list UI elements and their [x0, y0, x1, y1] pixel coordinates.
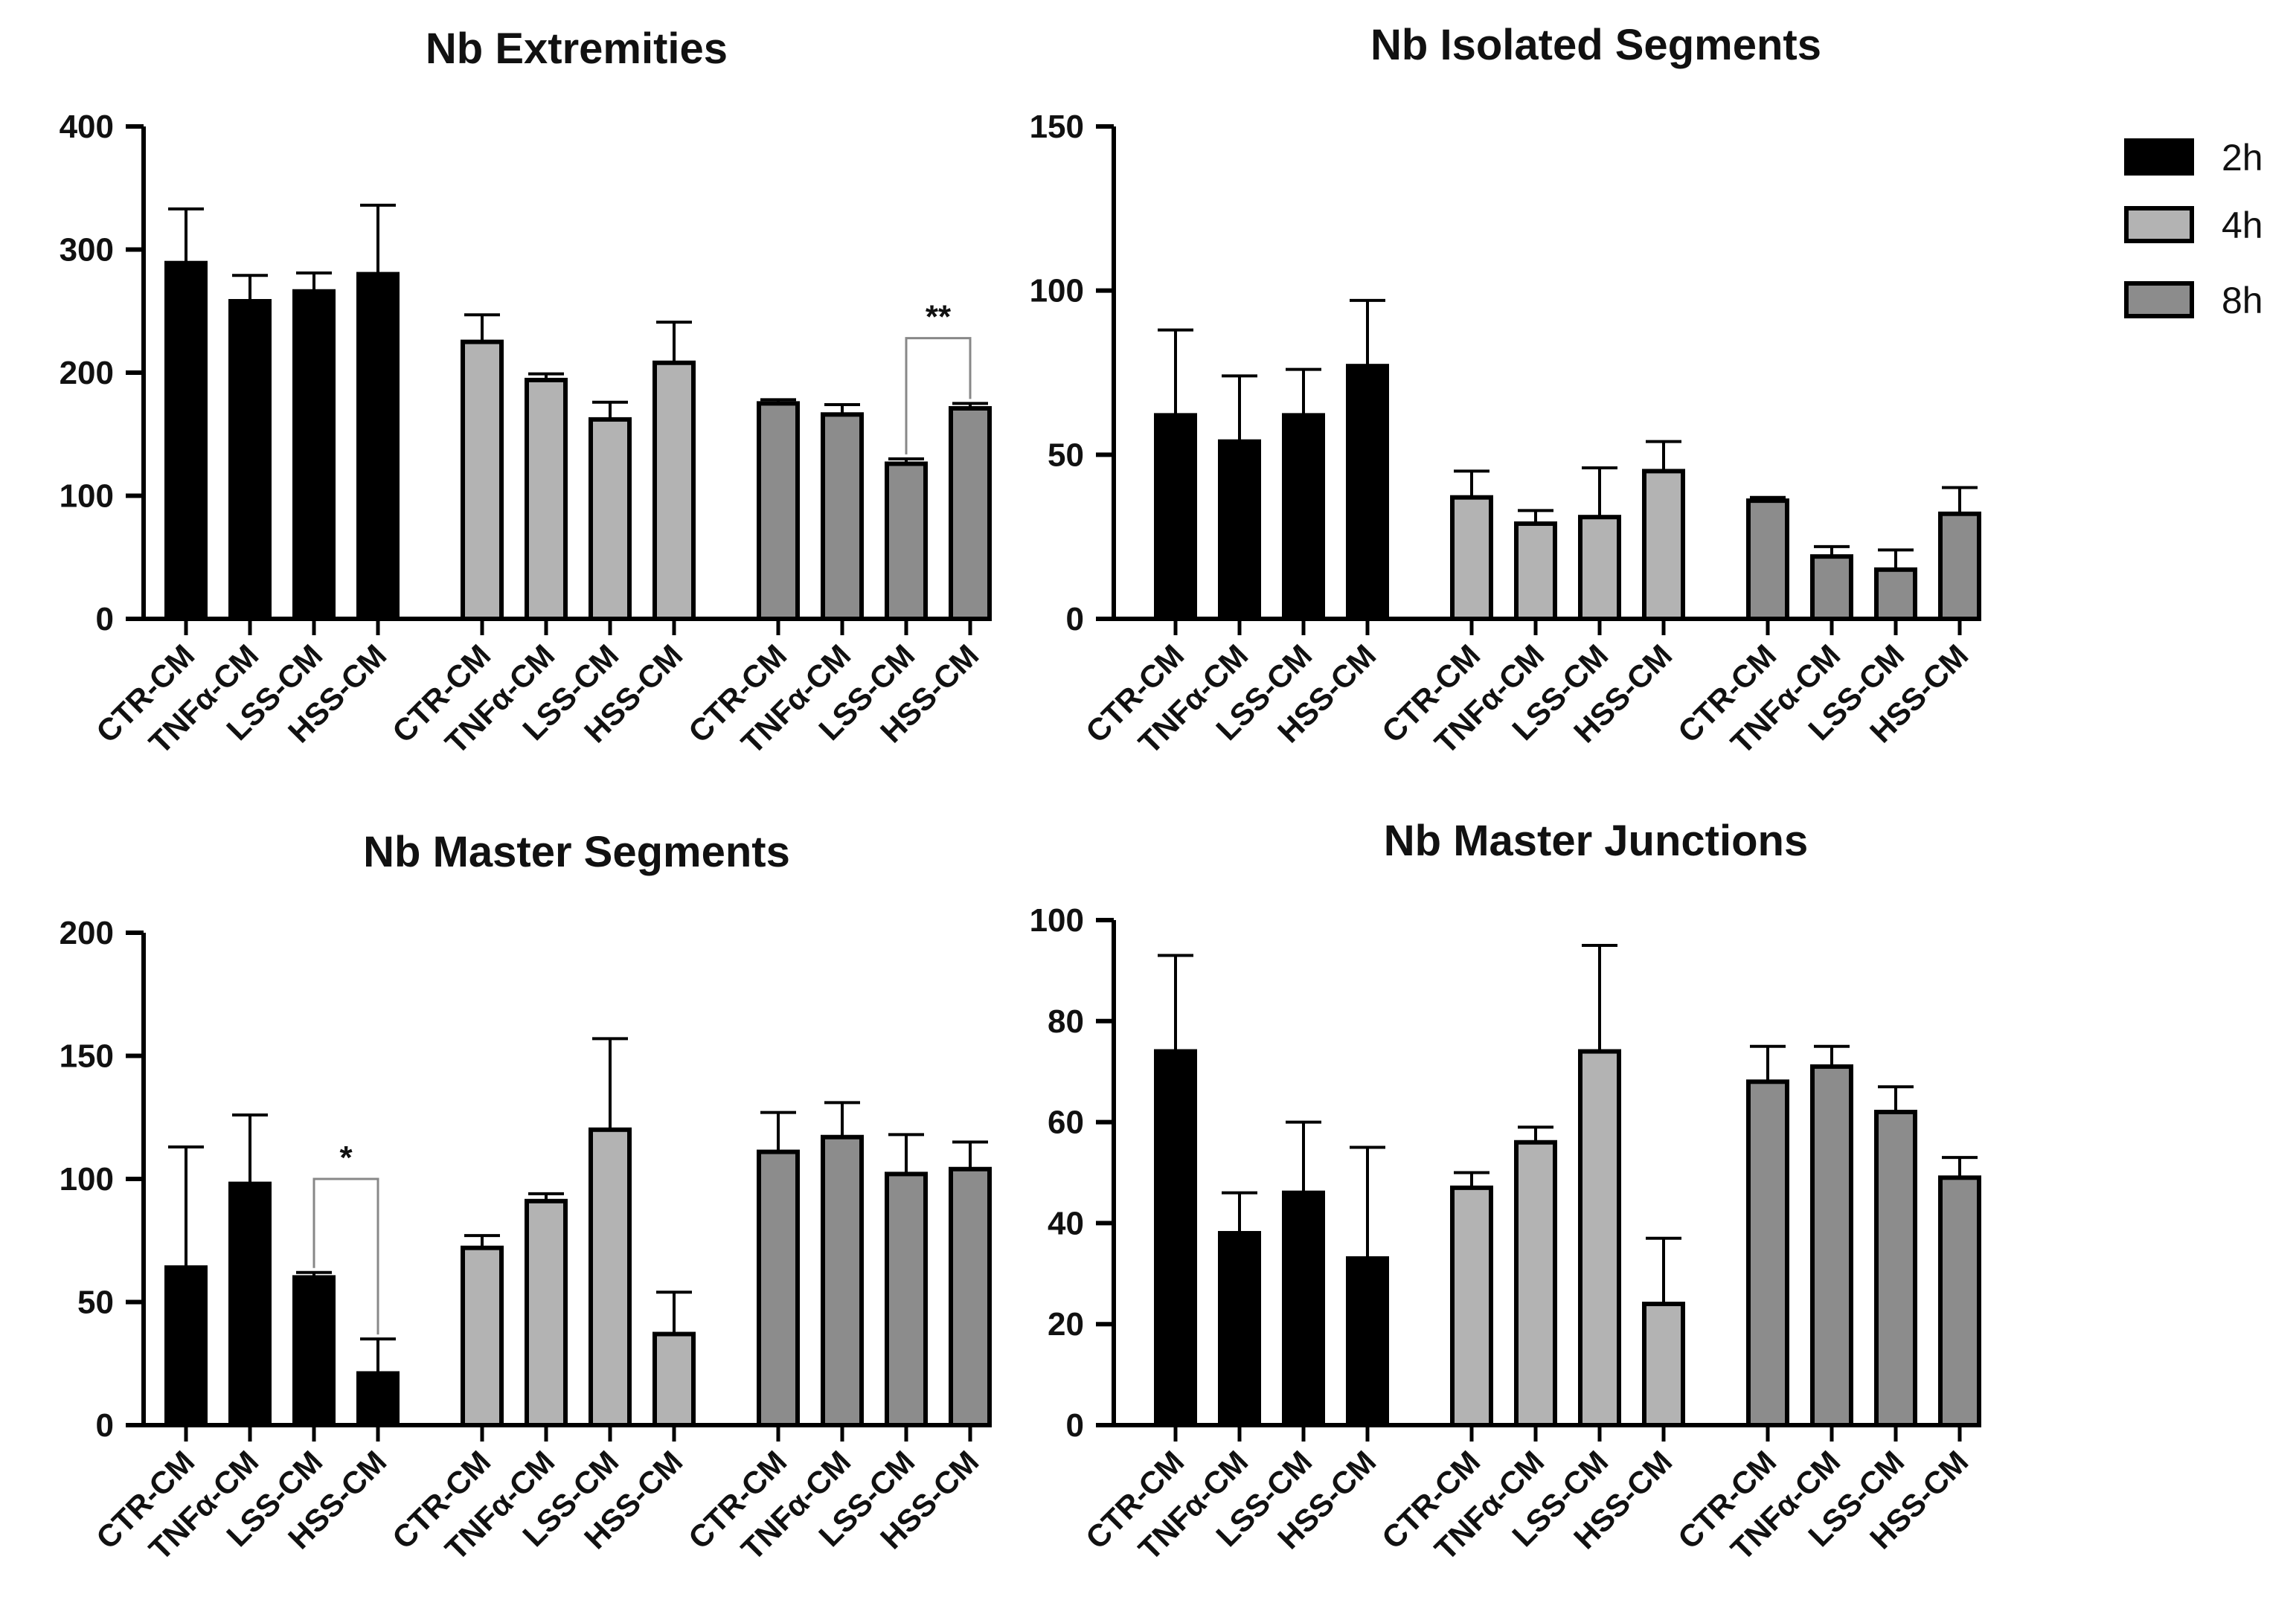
- y-tick-label: 0: [96, 1407, 114, 1444]
- y-tick-label: 60: [1048, 1105, 1084, 1141]
- chart-title: Nb Master Segments: [363, 828, 790, 876]
- y-tick-label: 100: [1030, 273, 1084, 309]
- y-tick-label: 200: [60, 915, 114, 951]
- bar-4h: [589, 417, 632, 621]
- bar-8h: [1938, 511, 1981, 621]
- bar-4h: [461, 339, 504, 621]
- bar-8h: [885, 1172, 928, 1427]
- bar-4h: [1578, 1049, 1621, 1428]
- legend-label-8h: 8h: [2222, 280, 2263, 321]
- bar-2h: [1346, 1256, 1389, 1428]
- y-tick-label: 100: [60, 1161, 114, 1198]
- panel-nb-master-segments: Nb Master Segments050100150200CTR-CMTNFα…: [60, 828, 992, 1566]
- panel-nb-isolated-segments: Nb Isolated Segments050100150CTR-CMTNFα-…: [1030, 21, 1981, 760]
- chart-title: Nb Extremities: [426, 25, 728, 73]
- y-tick-label: 80: [1048, 1003, 1084, 1040]
- y-tick-label: 0: [1066, 601, 1084, 637]
- bar-4h: [1514, 1140, 1557, 1427]
- bar-2h: [1282, 413, 1325, 622]
- panel-nb-extremities: Nb Extremities0100200300400CTR-CMTNFα-CM…: [60, 25, 992, 760]
- legend: 2h 4h 8h: [2124, 137, 2263, 321]
- bar-4h: [1450, 495, 1493, 621]
- y-tick-label: 150: [1030, 109, 1084, 145]
- significance-bracket: [312, 1177, 379, 1335]
- bar-4h: [461, 1245, 504, 1428]
- bar-8h: [757, 1149, 800, 1427]
- y-tick-label: 200: [60, 355, 114, 391]
- significance-label: **: [926, 299, 952, 335]
- chart-title: Nb Master Junctions: [1384, 817, 1808, 865]
- legend-swatch-8h: [2124, 281, 2194, 318]
- y-tick-label: 300: [60, 232, 114, 269]
- y-tick-label: 50: [1048, 437, 1084, 473]
- bar-2h: [1346, 364, 1389, 621]
- significance-label: *: [339, 1140, 353, 1176]
- bar-2h: [164, 260, 208, 621]
- y-tick-label: 100: [60, 478, 114, 515]
- bar-8h: [1810, 1064, 1853, 1428]
- bar-2h: [228, 299, 272, 621]
- bar-4h: [1578, 515, 1621, 621]
- bar-8h: [1810, 554, 1853, 621]
- bar-8h: [1874, 567, 1917, 621]
- y-tick-label: 400: [60, 109, 114, 145]
- bar-8h: [757, 401, 800, 621]
- bar-8h: [885, 461, 928, 621]
- bar-4h: [525, 1198, 568, 1428]
- y-tick-label: 150: [60, 1038, 114, 1075]
- bar-8h: [1874, 1110, 1917, 1428]
- bar-2h: [228, 1181, 272, 1427]
- bar-2h: [164, 1265, 208, 1428]
- bar-4h: [652, 360, 696, 621]
- bar-2h: [1154, 1049, 1197, 1428]
- bar-2h: [356, 271, 400, 621]
- legend-label-4h: 4h: [2222, 205, 2263, 246]
- y-tick-label: 0: [96, 601, 114, 637]
- y-tick-label: 20: [1048, 1306, 1084, 1343]
- bar-8h: [1746, 498, 1789, 621]
- bar-4h: [1642, 1302, 1685, 1428]
- y-tick-label: 50: [77, 1285, 114, 1321]
- bar-8h: [821, 1134, 864, 1427]
- bar-8h: [1746, 1079, 1789, 1428]
- legend-swatch-4h: [2124, 206, 2194, 243]
- bar-2h: [1218, 1230, 1261, 1427]
- bar-4h: [652, 1331, 696, 1428]
- bar-4h: [1514, 521, 1557, 621]
- legend-swatch-2h: [2124, 138, 2194, 176]
- bar-2h: [1218, 439, 1261, 621]
- panel-nb-master-junctions: Nb Master Junctions020406080100CTR-CMTNF…: [1030, 817, 1981, 1566]
- bar-4h: [589, 1127, 632, 1428]
- significance-bracket: [905, 337, 972, 454]
- y-tick-label: 100: [1030, 902, 1084, 939]
- bar-2h: [292, 1275, 336, 1428]
- bar-8h: [821, 412, 864, 622]
- bar-8h: [949, 1166, 992, 1427]
- bar-2h: [292, 289, 336, 621]
- bar-2h: [1282, 1190, 1325, 1428]
- bar-2h: [356, 1371, 400, 1427]
- y-tick-label: 40: [1048, 1205, 1084, 1241]
- bar-4h: [1642, 469, 1685, 622]
- bar-8h: [949, 405, 992, 621]
- bar-4h: [1450, 1185, 1493, 1427]
- y-tick-label: 0: [1066, 1407, 1084, 1444]
- bar-4h: [525, 377, 568, 621]
- bar-8h: [1938, 1175, 1981, 1428]
- legend-label-2h: 2h: [2222, 137, 2263, 179]
- chart-title: Nb Isolated Segments: [1370, 21, 1821, 69]
- bar-2h: [1154, 413, 1197, 622]
